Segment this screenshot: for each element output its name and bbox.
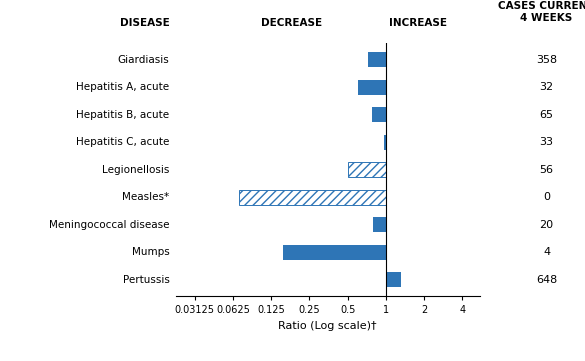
Bar [357,80,386,95]
Text: Mumps: Mumps [132,247,170,257]
Text: 65: 65 [539,110,553,120]
Text: 56: 56 [539,165,553,175]
Text: 648: 648 [536,274,558,284]
Text: 0: 0 [543,192,550,202]
Bar [283,244,386,260]
Text: DISEASE: DISEASE [120,18,170,28]
Text: 358: 358 [536,55,557,65]
Text: Pertussis: Pertussis [122,274,170,284]
Text: Meningococcal disease: Meningococcal disease [49,219,170,230]
Bar [347,162,386,177]
Bar [384,135,386,150]
Bar [373,217,386,232]
Text: Measles*: Measles* [122,192,170,202]
X-axis label: Ratio (Log scale)†: Ratio (Log scale)† [278,321,377,331]
Bar [386,272,401,287]
Text: Legionellosis: Legionellosis [102,165,170,175]
Text: Hepatitis B, acute: Hepatitis B, acute [76,110,170,120]
Text: Giardiasis: Giardiasis [118,55,170,65]
Text: 32: 32 [539,82,553,92]
Text: CASES CURRENT
4 WEEKS: CASES CURRENT 4 WEEKS [498,1,585,23]
Text: Hepatitis C, acute: Hepatitis C, acute [76,137,170,147]
Text: Hepatitis A, acute: Hepatitis A, acute [76,82,170,92]
Text: INCREASE: INCREASE [389,18,447,28]
Text: 20: 20 [539,219,553,230]
Text: 33: 33 [539,137,553,147]
Text: DECREASE: DECREASE [261,18,322,28]
Text: 4: 4 [543,247,550,257]
Bar [239,190,386,205]
Bar [372,107,386,122]
Bar [368,52,386,68]
